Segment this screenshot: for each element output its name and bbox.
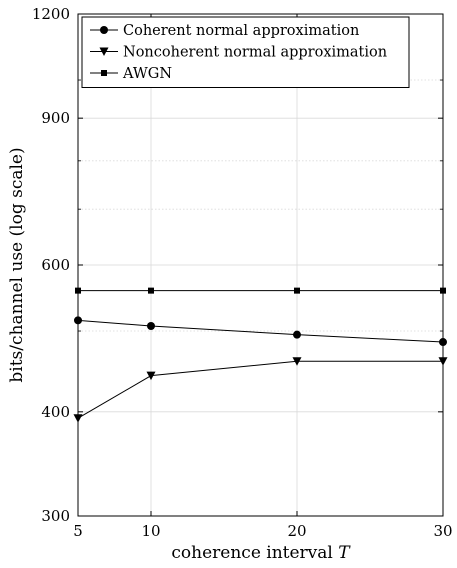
legend-marker — [99, 47, 109, 56]
legend-entry: Coherent normal approximation — [90, 23, 359, 39]
data-point — [292, 357, 302, 366]
legend-entry: Noncoherent normal approximation — [90, 45, 387, 61]
data-point — [146, 371, 156, 381]
y-tick-label: 600 — [41, 256, 70, 274]
data-point — [74, 316, 82, 325]
x-tick-label: 30 — [433, 522, 452, 540]
y-tick-label: 1200 — [32, 5, 70, 23]
x-tick-label: 20 — [287, 522, 306, 540]
y-tick-label: 400 — [41, 403, 70, 421]
data-point — [440, 287, 446, 294]
x-axis-title: coherence interval T — [171, 543, 351, 563]
legend-label: AWGN — [122, 66, 172, 82]
series-circle — [74, 316, 447, 347]
series-layer — [73, 287, 448, 423]
data-point — [439, 338, 447, 347]
data-point — [293, 330, 301, 339]
y-axis-title: bits/channel use (log scale) — [7, 147, 27, 382]
legend-label: Coherent normal approximation — [123, 23, 359, 39]
series-line — [77, 319, 444, 343]
data-point — [148, 287, 154, 294]
legend-marker — [100, 26, 108, 34]
y-tick-label: 900 — [41, 109, 70, 127]
series-triangle-down — [73, 357, 448, 423]
series-square — [75, 287, 446, 294]
legend-marker — [101, 70, 107, 76]
legend-label: Noncoherent normal approximation — [123, 45, 387, 61]
legend-entry: AWGN — [90, 66, 172, 82]
legend-box — [81, 16, 410, 88]
data-point — [147, 321, 155, 330]
legend: Coherent normal approximation Noncoherent… — [81, 16, 410, 88]
x-tick-label: 10 — [141, 522, 160, 540]
grid — [77, 14, 444, 516]
x-tick-label: 5 — [73, 522, 83, 540]
y-tick-label: 300 — [41, 507, 70, 525]
data-point — [294, 287, 300, 294]
data-point — [75, 287, 81, 294]
data-point — [73, 414, 83, 423]
data-point — [438, 357, 448, 366]
axis-ticks: 5 10 20 30 300 400 600 900 1200 — [32, 5, 453, 540]
series-line — [77, 360, 443, 419]
